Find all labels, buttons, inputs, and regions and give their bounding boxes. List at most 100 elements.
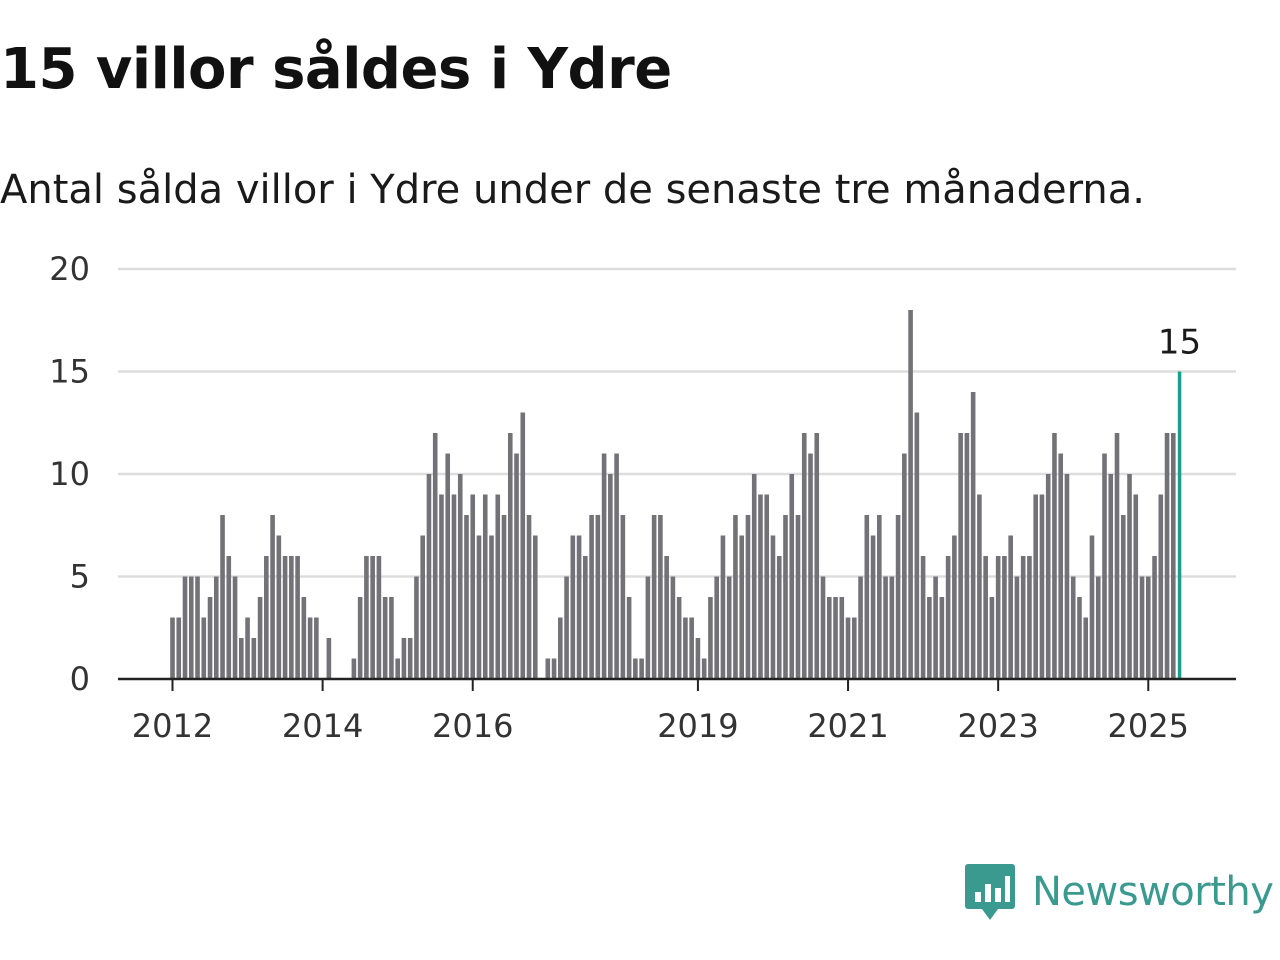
bar <box>414 576 419 679</box>
bar <box>633 658 638 679</box>
bar <box>883 576 888 679</box>
bar <box>551 658 557 679</box>
page-subtitle: Antal sålda villor i Ydre under de senas… <box>0 167 1145 213</box>
bar <box>439 494 444 679</box>
bar <box>1077 597 1082 679</box>
bar <box>470 494 476 679</box>
bar <box>451 494 457 679</box>
x-tick-label: 2019 <box>657 707 738 745</box>
bar <box>1108 474 1114 679</box>
bar <box>382 597 388 679</box>
bar <box>1002 556 1007 679</box>
bar <box>683 617 688 679</box>
bar <box>595 515 601 679</box>
bar <box>908 310 913 679</box>
bar <box>789 474 795 679</box>
bar <box>514 453 519 679</box>
bar <box>958 433 963 679</box>
bar <box>245 617 250 679</box>
bar <box>276 535 282 679</box>
bar <box>877 515 882 679</box>
bar <box>620 515 626 679</box>
bar <box>783 515 788 679</box>
bar <box>851 617 857 679</box>
bar <box>1152 556 1157 679</box>
bar-chart: 0 5 10 15 20 2012 2014 2016 2019 2021 2023 2025 15 <box>49 250 1236 745</box>
y-tick-label: 5 <box>70 558 90 596</box>
bar <box>289 556 294 679</box>
bar <box>651 515 657 679</box>
bar <box>939 597 945 679</box>
bar <box>608 474 613 679</box>
bar <box>902 453 907 679</box>
bar <box>301 597 307 679</box>
bar <box>307 617 313 679</box>
y-tick-label: 20 <box>49 250 90 288</box>
bar <box>1133 494 1139 679</box>
bar <box>264 556 269 679</box>
bar <box>370 556 375 679</box>
bar <box>257 597 263 679</box>
bar <box>226 556 232 679</box>
bar <box>895 515 901 679</box>
bar <box>489 535 494 679</box>
bar <box>558 617 563 679</box>
bar <box>482 494 488 679</box>
bar <box>801 433 807 679</box>
bar <box>295 556 300 679</box>
bar <box>1039 494 1045 679</box>
bar <box>833 597 838 679</box>
bar <box>977 494 982 679</box>
bar <box>1033 494 1038 679</box>
bar <box>1020 556 1026 679</box>
bar <box>845 617 851 679</box>
bar <box>532 535 538 679</box>
bar <box>589 515 594 679</box>
bar <box>814 433 820 679</box>
bar <box>376 556 382 679</box>
bar <box>207 597 213 679</box>
bar <box>758 494 763 679</box>
bar <box>526 515 532 679</box>
bar <box>389 597 394 679</box>
bar <box>1014 576 1020 679</box>
bar <box>770 535 776 679</box>
highlight-bar <box>1177 371 1182 679</box>
bar <box>964 433 970 679</box>
bar <box>326 638 332 679</box>
bar <box>920 556 926 679</box>
bar <box>658 515 663 679</box>
brand-name: Newsworthy <box>1032 869 1274 915</box>
bar <box>351 658 357 679</box>
bar <box>945 556 951 679</box>
bar <box>270 515 275 679</box>
bar <box>808 453 813 679</box>
bar <box>1083 617 1089 679</box>
bar <box>1064 474 1070 679</box>
bar <box>914 412 920 679</box>
bar <box>432 433 438 679</box>
bar <box>733 515 738 679</box>
bar <box>201 617 207 679</box>
bar <box>601 453 607 679</box>
bar <box>614 453 619 679</box>
bar <box>357 597 363 679</box>
bar <box>714 576 719 679</box>
bar <box>795 515 801 679</box>
brand-logo[interactable]: Newsworthy <box>964 862 1274 922</box>
bar <box>970 392 976 679</box>
bar <box>464 515 469 679</box>
bar <box>1058 453 1064 679</box>
y-tick-label: 0 <box>70 660 90 698</box>
bar <box>720 535 726 679</box>
bar <box>1158 494 1164 679</box>
bar <box>645 576 651 679</box>
bar <box>739 535 745 679</box>
x-tick-label: 2023 <box>957 707 1038 745</box>
bar <box>1145 576 1151 679</box>
bar <box>1008 535 1013 679</box>
bar <box>545 658 551 679</box>
bar <box>420 535 425 679</box>
bar <box>314 617 319 679</box>
bar <box>695 638 701 679</box>
